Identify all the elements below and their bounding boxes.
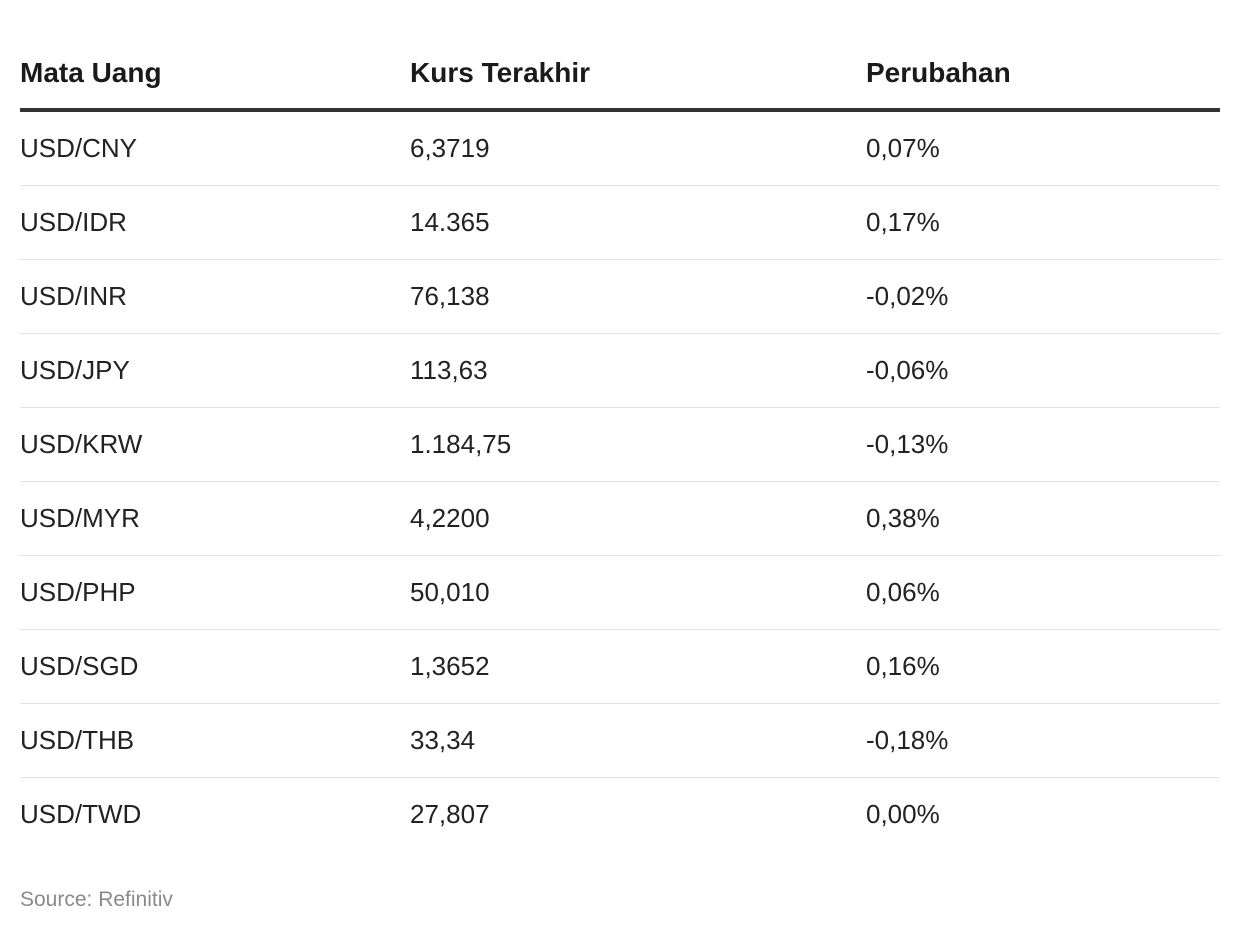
cell-last-rate: 4,2200 [410, 481, 866, 556]
cell-currency-pair: USD/CNY [20, 110, 410, 186]
cell-last-rate: 50,010 [410, 555, 866, 630]
table-row: USD/TWD 27,807 0,00% [20, 778, 1220, 852]
cell-currency-pair: USD/INR [20, 259, 410, 334]
exchange-rate-table: Mata Uang Kurs Terakhir Perubahan USD/CN… [20, 38, 1220, 851]
cell-last-rate: 76,138 [410, 259, 866, 334]
cell-currency-pair: USD/IDR [20, 185, 410, 260]
cell-change: -0,02% [866, 259, 1220, 334]
table-row: USD/IDR 14.365 0,17% [20, 185, 1220, 260]
cell-currency-pair: USD/MYR [20, 481, 410, 556]
cell-last-rate: 27,807 [410, 799, 490, 829]
cell-currency-pair: USD/THB [20, 703, 410, 778]
cell-change: 0,00% [866, 799, 940, 829]
table-row: USD/INR 76,138 -0,02% [20, 259, 1220, 334]
header-row: Mata Uang Kurs Terakhir Perubahan [20, 38, 1220, 112]
cell-change: 0,38% [866, 481, 1220, 556]
cell-last-rate: 6,3719 [410, 110, 866, 186]
table-header: Mata Uang Kurs Terakhir Perubahan [20, 38, 1220, 112]
table-row: USD/CNY 6,3719 0,07% [20, 110, 1220, 186]
cell-currency-pair: USD/KRW [20, 407, 410, 482]
cell-last-rate: 14.365 [410, 185, 866, 260]
cell-change: 0,17% [866, 185, 1220, 260]
table-body: USD/CNY 6,3719 0,07% USD/IDR 14.365 0,17% USD/… [20, 110, 1220, 851]
source-note: Source: Refinitiv [20, 888, 173, 911]
column-header-last-rate: Kurs Terakhir [410, 38, 866, 112]
cell-currency-pair: USD/TWD [20, 799, 142, 829]
cell-last-rate: 1,3652 [410, 629, 866, 704]
cell-currency-pair: USD/PHP [20, 555, 410, 630]
column-header-change: Perubahan [866, 38, 1220, 112]
cell-last-rate: 1.184,75 [410, 407, 866, 482]
cell-last-rate: 33,34 [410, 703, 866, 778]
cell-change: -0,06% [866, 333, 1220, 408]
table-row: USD/PHP 50,010 0,06% [20, 555, 1220, 630]
cell-change: 0,06% [866, 555, 1220, 630]
table-row: USD/SGD 1,3652 0,16% [20, 629, 1220, 704]
cell-change: 0,07% [866, 110, 1220, 186]
exchange-rate-table-container: Mata Uang Kurs Terakhir Perubahan USD/CN… [20, 38, 1220, 851]
cell-change: -0,18% [866, 703, 1220, 778]
cell-currency-pair: USD/JPY [20, 333, 410, 408]
cell-change: -0,13% [866, 407, 1220, 482]
table-row: USD/MYR 4,2200 0,38% [20, 481, 1220, 556]
table-row: USD/THB 33,34 -0,18% [20, 703, 1220, 778]
cell-last-rate: 113,63 [410, 333, 866, 408]
table-row: USD/KRW 1.184,75 -0,13% [20, 407, 1220, 482]
table-row: USD/JPY 113,63 -0,06% [20, 333, 1220, 408]
cell-currency-pair: USD/SGD [20, 629, 410, 704]
cell-change: 0,16% [866, 629, 1220, 704]
column-header-currency: Mata Uang [20, 38, 410, 112]
